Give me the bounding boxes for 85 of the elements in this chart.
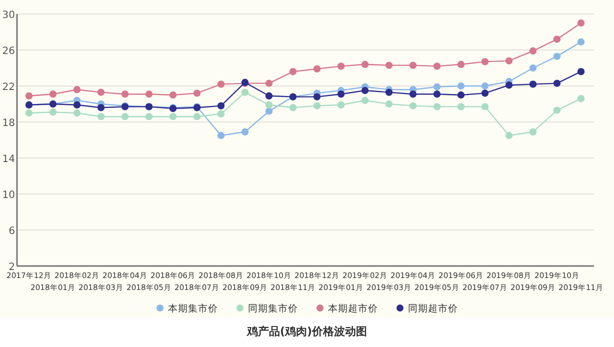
point [553, 80, 561, 87]
y-tick-label: 18 [2, 118, 15, 129]
point [481, 82, 489, 90]
point [457, 60, 465, 68]
point [337, 101, 345, 108]
point [457, 103, 465, 110]
point [361, 86, 369, 94]
point [481, 103, 489, 110]
point [433, 90, 441, 98]
point [361, 60, 369, 68]
point [313, 65, 321, 72]
point [145, 113, 153, 120]
point [193, 113, 201, 120]
point [313, 93, 321, 100]
point [409, 102, 417, 110]
point [577, 38, 585, 46]
point [433, 62, 441, 70]
point [529, 128, 537, 136]
point [265, 92, 273, 100]
point [385, 62, 393, 69]
point [409, 90, 417, 98]
y-tick-label: 10 [2, 190, 15, 201]
point [121, 90, 129, 98]
legend-label: 同期超市价 [408, 302, 458, 314]
point [577, 19, 585, 27]
point [265, 101, 273, 108]
point [337, 90, 345, 98]
point [25, 92, 33, 100]
legend-label: 本期集市价 [168, 302, 218, 314]
point [337, 62, 345, 70]
point [97, 113, 105, 120]
y-tick-label: 2 [8, 262, 15, 273]
point [409, 62, 417, 69]
point [505, 57, 513, 64]
point [289, 68, 297, 76]
point [265, 108, 273, 115]
point [241, 128, 249, 136]
point [385, 100, 393, 108]
point [49, 108, 57, 116]
point [481, 58, 489, 66]
y-tick-label: 30 [2, 10, 15, 21]
point [289, 104, 297, 112]
point [553, 36, 561, 43]
point [577, 95, 585, 102]
point [73, 101, 81, 108]
point [217, 80, 225, 88]
y-tick-label: 22 [2, 82, 15, 93]
point [145, 90, 153, 98]
y-tick-label: 14 [2, 154, 15, 165]
point [505, 82, 513, 89]
point [193, 90, 201, 97]
point [217, 132, 225, 140]
point [73, 109, 81, 117]
point [97, 104, 105, 112]
point [433, 83, 441, 90]
point [457, 82, 465, 90]
point [169, 91, 177, 99]
legend-label: 本期超市价 [328, 302, 378, 314]
point [265, 80, 273, 87]
text: 鸡产品(鸡肉)价格波动图 [246, 325, 368, 338]
point [505, 132, 513, 140]
point [529, 47, 537, 54]
point [313, 102, 321, 110]
point [25, 109, 33, 117]
y-tick-label: 26 [2, 46, 15, 57]
point [529, 64, 537, 72]
point [481, 90, 489, 97]
point [361, 96, 369, 104]
point [553, 52, 561, 60]
point [49, 90, 57, 98]
point [217, 102, 225, 110]
point [457, 91, 465, 99]
point [577, 68, 585, 76]
point [121, 113, 129, 120]
point [241, 88, 249, 96]
point [385, 88, 393, 96]
point [529, 80, 537, 88]
point [553, 106, 561, 114]
point [433, 103, 441, 110]
point [217, 110, 225, 118]
point [97, 88, 105, 96]
legend-label: 同期集市价 [248, 302, 298, 314]
point [73, 86, 81, 94]
point [169, 113, 177, 120]
y-tick-label: 6 [8, 226, 15, 237]
